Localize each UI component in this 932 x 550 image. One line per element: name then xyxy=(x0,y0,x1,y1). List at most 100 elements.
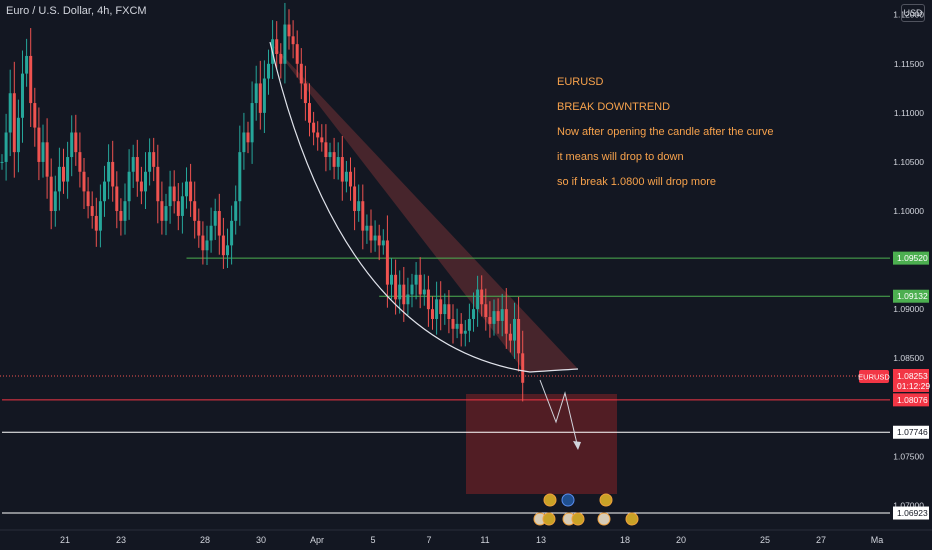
candle xyxy=(57,147,61,211)
level-price-label: 1.07746 xyxy=(897,427,928,437)
candle xyxy=(459,313,463,347)
candle xyxy=(328,142,332,171)
candle xyxy=(262,60,266,133)
us-flag-icon[interactable] xyxy=(542,512,556,526)
event-info-icon[interactable] xyxy=(561,493,575,507)
candle xyxy=(90,191,94,229)
candle xyxy=(484,288,488,331)
candle xyxy=(299,48,303,100)
candle xyxy=(193,181,197,239)
candle xyxy=(135,139,139,197)
candle xyxy=(279,43,283,79)
candle xyxy=(131,144,135,188)
candle xyxy=(197,208,201,248)
candle xyxy=(496,298,500,334)
x-tick-label: 28 xyxy=(200,535,210,545)
candle xyxy=(205,225,209,265)
candle xyxy=(308,83,311,137)
candle xyxy=(467,303,471,343)
y-tick-label: 1.10500 xyxy=(893,157,924,167)
candle xyxy=(267,49,270,95)
candle xyxy=(115,171,119,229)
us-flag-icon[interactable] xyxy=(597,512,611,526)
us-flag-icon[interactable] xyxy=(543,493,557,507)
candle xyxy=(33,87,37,147)
level-price-tag: 1.07746 xyxy=(893,425,929,439)
candle xyxy=(144,152,147,210)
candle xyxy=(480,275,484,317)
level-price-label: 1.08076 xyxy=(897,395,928,405)
candle xyxy=(472,292,475,332)
candle xyxy=(455,308,459,339)
candle xyxy=(291,20,295,59)
candle xyxy=(295,30,299,78)
candle xyxy=(357,184,361,222)
x-tick-label: 30 xyxy=(256,535,266,545)
candle xyxy=(246,121,250,154)
time-axis[interactable]: 21 23 28 30 Apr 5 7 11 13 18 20 25 27 Ma xyxy=(60,535,883,545)
candle xyxy=(250,81,254,164)
candle xyxy=(160,181,164,235)
candle xyxy=(8,69,12,157)
level-lines xyxy=(2,257,890,514)
candle xyxy=(49,158,53,230)
annotation-line: so if break 1.0800 will drop more xyxy=(557,176,716,188)
candle xyxy=(107,144,111,200)
y-tick-label: 1.11000 xyxy=(894,108,924,118)
projection-arrowhead-icon xyxy=(573,441,581,450)
candle xyxy=(82,158,86,210)
candle xyxy=(312,111,316,146)
level-price-tag: 1.08076 xyxy=(893,393,929,407)
candle xyxy=(451,304,455,344)
x-tick-label: 21 xyxy=(60,535,70,545)
x-tick-label: 23 xyxy=(116,535,126,545)
price-axis[interactable]: 1.12000 1.11500 1.11000 1.10500 1.10000 1.090… xyxy=(893,10,924,511)
candle xyxy=(12,61,16,178)
candle xyxy=(431,296,434,330)
candle xyxy=(148,138,152,186)
candle xyxy=(180,182,184,234)
level-price-label: 1.06923 xyxy=(897,508,928,518)
candle xyxy=(98,184,102,248)
us-flag-icon[interactable] xyxy=(571,512,585,526)
candle xyxy=(521,330,525,402)
x-tick-label: 25 xyxy=(760,535,770,545)
symbol-tag-label: EURUSD xyxy=(858,373,890,382)
y-tick-label: 1.11500 xyxy=(894,59,924,69)
candle xyxy=(217,193,221,255)
symbol-title[interactable]: Euro / U.S. Dollar, 4h, FXCM xyxy=(6,5,147,17)
candle xyxy=(168,170,172,224)
candle xyxy=(221,217,225,269)
candle xyxy=(29,28,33,128)
y-tick-label: 1.12000 xyxy=(893,10,924,20)
candle xyxy=(500,293,504,337)
candle xyxy=(189,163,193,217)
candle xyxy=(414,262,418,300)
candle xyxy=(303,65,307,121)
annotation-line: Now after opening the candle after the c… xyxy=(557,126,774,138)
x-tick-label: 7 xyxy=(426,535,431,545)
candle xyxy=(488,301,492,338)
candle xyxy=(45,118,49,199)
candle xyxy=(103,165,106,217)
candle xyxy=(390,258,393,300)
candle xyxy=(213,198,217,240)
candle xyxy=(139,166,143,205)
us-flag-icon[interactable] xyxy=(625,512,639,526)
candle xyxy=(37,107,41,181)
candle xyxy=(66,141,70,199)
us-flag-icon[interactable] xyxy=(599,493,613,507)
downtrend-curve xyxy=(269,41,579,373)
level-price-label: 1.09132 xyxy=(897,291,928,301)
y-tick-label: 1.07000 xyxy=(893,500,924,510)
candle xyxy=(349,157,352,201)
candle xyxy=(62,148,65,194)
annotation-line: EURUSD xyxy=(557,76,604,88)
candle xyxy=(209,207,213,253)
economic-events[interactable] xyxy=(533,493,639,526)
candle xyxy=(242,112,246,170)
last-price-tag: 1.08253 01:12:29 xyxy=(893,369,930,392)
candle xyxy=(201,221,205,265)
currency-button[interactable]: USD xyxy=(901,4,925,22)
